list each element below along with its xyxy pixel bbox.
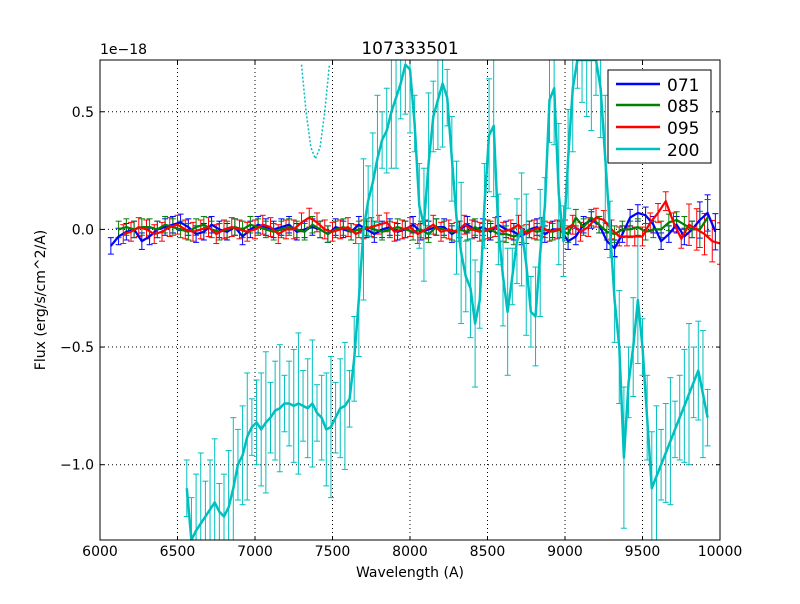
legend-label-095: 095 [667, 119, 699, 139]
axis-ticks: 6000 6500 7000 7500 8000 8500 9000 9500 10000 −1.… [60, 60, 742, 560]
x-axis-label: Wavelength (A) [356, 565, 464, 581]
x-tick-label: 10000 [698, 544, 743, 560]
legend-label-071: 071 [667, 76, 699, 96]
series-line-095 [122, 200, 720, 245]
legend-label-200: 200 [667, 141, 699, 161]
y-tick-label: 0.0 [72, 222, 94, 238]
y-tick-label: −0.5 [60, 340, 94, 356]
legend-box [607, 69, 712, 164]
y-tick-label: 0.5 [72, 105, 94, 121]
series-line-071 [109, 211, 717, 250]
x-tick-label: 8000 [392, 544, 428, 560]
y-axis-label: Flux (erg/s/cm^2/A) [33, 230, 49, 370]
x-tick-label: 9000 [547, 544, 583, 560]
chart-title: 107333501 [361, 39, 458, 59]
y-offset-label: 1e−18 [100, 42, 147, 58]
series-lines [109, 60, 720, 540]
series-line-200 [185, 60, 709, 540]
x-tick-label: 6500 [160, 544, 196, 560]
x-tick-label: 9500 [625, 544, 661, 560]
x-tick-label: 7500 [315, 544, 351, 560]
legend-label-085: 085 [667, 97, 699, 117]
y-tick-label: −1.0 [60, 458, 94, 474]
legend: 071 085 095 200 [607, 69, 712, 164]
x-tick-label: 8500 [470, 544, 506, 560]
x-tick-label: 6000 [82, 544, 118, 560]
x-tick-label: 7000 [237, 544, 273, 560]
